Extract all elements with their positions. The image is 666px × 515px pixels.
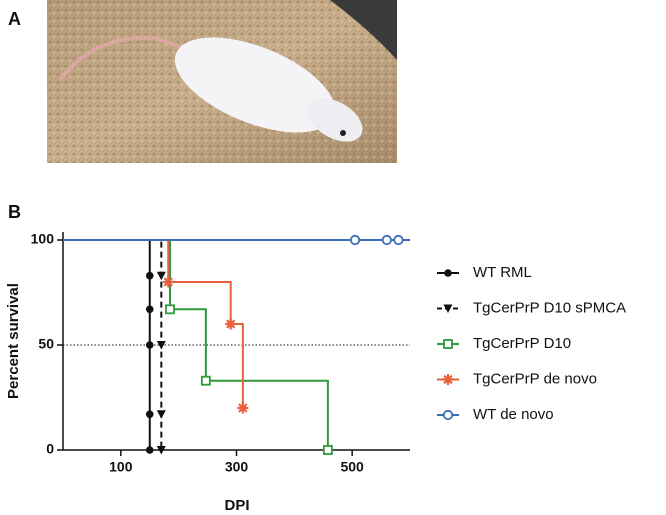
- legend-label: TgCerPrP de novo: [473, 370, 597, 387]
- marker: [393, 234, 404, 246]
- marker-triangle: [156, 341, 166, 350]
- marker: [237, 402, 249, 414]
- legend-label: TgCerPrP D10 sPMCA: [473, 299, 626, 316]
- marker: [156, 446, 166, 455]
- marker-star: [442, 374, 454, 385]
- marker-dot: [145, 341, 154, 349]
- marker-square: [200, 375, 211, 386]
- y-tick-label: 0: [46, 441, 54, 457]
- marker-triangle: [443, 304, 453, 313]
- marker-ring: [393, 234, 404, 246]
- marker-dot: [145, 305, 154, 314]
- marker: [156, 341, 166, 350]
- x-axis-label: DPI: [224, 497, 249, 514]
- marker-triangle: [156, 410, 166, 419]
- marker: [162, 276, 174, 288]
- x-tick-label: 300: [225, 459, 249, 475]
- legend: WT RML TgCerPrP D10 sPMCA TgCerPrP D10 TgCe…: [437, 264, 626, 423]
- marker-triangle: [156, 271, 166, 281]
- legend-label: TgCerPrP D10: [473, 335, 571, 352]
- y-axis-label: Percent survival: [5, 283, 22, 399]
- marker-square: [322, 445, 333, 455]
- marker-ring: [381, 234, 392, 246]
- marker: [442, 374, 454, 385]
- y-tick-label: 100: [31, 231, 55, 247]
- marker: [145, 446, 154, 454]
- marker-square: [165, 304, 175, 315]
- x-tick-label: 500: [340, 459, 364, 475]
- marker-triangle: [156, 446, 166, 455]
- marker: [145, 410, 154, 419]
- survival-line: [63, 239, 244, 408]
- marker: [225, 318, 237, 330]
- marker: [145, 341, 154, 349]
- marker: [156, 410, 166, 419]
- marker: [381, 234, 392, 246]
- marker: [443, 339, 453, 349]
- marker-square: [443, 339, 453, 349]
- marker: [442, 409, 454, 421]
- marker: [165, 304, 175, 315]
- marker-ring: [442, 409, 454, 421]
- marker: [322, 445, 333, 455]
- marker: [444, 269, 452, 277]
- photo: [47, 0, 397, 163]
- marker: [156, 271, 166, 281]
- panel-label: B: [8, 202, 21, 222]
- marker-dot: [444, 269, 452, 277]
- legend-label: WT de novo: [473, 406, 554, 423]
- marker: [443, 304, 453, 313]
- marker-star: [237, 402, 249, 414]
- marker-dot: [145, 446, 154, 454]
- marker-star: [162, 276, 174, 288]
- legend-label: WT RML: [473, 264, 532, 281]
- marker-dot: [145, 410, 154, 419]
- marker-ring: [349, 234, 361, 246]
- x-tick-label: 100: [109, 459, 133, 475]
- marker: [349, 234, 361, 246]
- panel-label: A: [8, 9, 21, 29]
- marker: [145, 305, 154, 314]
- marker: [145, 271, 154, 280]
- marker-dot: [145, 271, 154, 280]
- marker: [200, 375, 211, 386]
- y-tick-label: 50: [38, 336, 54, 352]
- marker-star: [225, 318, 237, 330]
